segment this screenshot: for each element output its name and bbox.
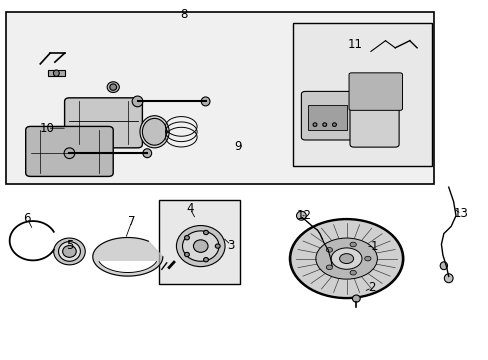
Text: 7: 7 (128, 215, 135, 228)
Ellipse shape (184, 252, 189, 257)
Ellipse shape (315, 238, 377, 279)
Ellipse shape (110, 84, 116, 90)
FancyBboxPatch shape (348, 73, 402, 111)
Text: 10: 10 (40, 122, 55, 135)
Ellipse shape (352, 295, 360, 302)
Text: 5: 5 (66, 239, 73, 252)
FancyBboxPatch shape (159, 200, 239, 284)
Ellipse shape (439, 262, 447, 270)
Text: 11: 11 (347, 39, 362, 51)
Ellipse shape (193, 240, 207, 252)
FancyBboxPatch shape (349, 100, 398, 147)
Ellipse shape (325, 248, 332, 252)
Ellipse shape (140, 116, 169, 148)
Ellipse shape (59, 242, 80, 261)
Ellipse shape (312, 123, 316, 126)
Ellipse shape (184, 235, 189, 240)
Text: 9: 9 (234, 140, 242, 153)
Ellipse shape (176, 226, 224, 267)
Ellipse shape (349, 270, 356, 275)
Ellipse shape (201, 97, 209, 106)
FancyBboxPatch shape (301, 91, 352, 140)
Ellipse shape (54, 238, 85, 265)
Text: 12: 12 (296, 209, 311, 222)
Text: 3: 3 (227, 239, 234, 252)
Ellipse shape (62, 246, 76, 257)
FancyBboxPatch shape (292, 23, 431, 166)
Polygon shape (99, 262, 156, 273)
Ellipse shape (132, 96, 142, 107)
Ellipse shape (349, 242, 356, 247)
Text: 13: 13 (453, 207, 468, 220)
Ellipse shape (364, 256, 370, 261)
Ellipse shape (203, 257, 208, 262)
Ellipse shape (215, 244, 220, 248)
Ellipse shape (290, 220, 402, 298)
Ellipse shape (330, 248, 361, 269)
Ellipse shape (339, 254, 353, 264)
FancyBboxPatch shape (64, 98, 142, 148)
Text: 2: 2 (367, 282, 375, 294)
Ellipse shape (203, 230, 208, 235)
FancyBboxPatch shape (6, 12, 433, 184)
Text: 6: 6 (23, 212, 31, 225)
Ellipse shape (322, 123, 326, 126)
Ellipse shape (107, 82, 119, 93)
Text: 4: 4 (186, 202, 193, 215)
Ellipse shape (332, 123, 336, 126)
Ellipse shape (142, 118, 166, 145)
Ellipse shape (64, 148, 75, 158)
FancyBboxPatch shape (26, 126, 113, 176)
Ellipse shape (53, 70, 59, 76)
Ellipse shape (182, 231, 219, 261)
Polygon shape (93, 238, 163, 276)
Ellipse shape (444, 274, 452, 283)
Text: 1: 1 (370, 240, 378, 253)
Ellipse shape (142, 149, 151, 158)
Text: 8: 8 (180, 9, 187, 22)
Bar (47, 70, 64, 76)
FancyBboxPatch shape (307, 105, 346, 130)
Ellipse shape (325, 265, 332, 270)
Ellipse shape (296, 211, 305, 220)
